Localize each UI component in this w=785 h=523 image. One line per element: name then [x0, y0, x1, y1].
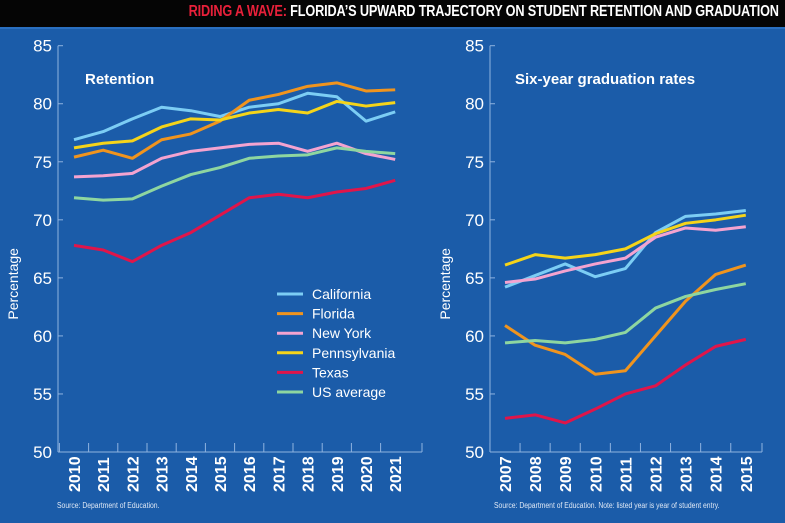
legend-label: Texas — [312, 364, 349, 380]
legend: California Florida New York Pennsylvania Tex… — [277, 286, 395, 400]
x-tick-label: 2010 — [67, 456, 84, 492]
y-tick-label: 80 — [465, 95, 484, 114]
panel-title: Retention — [85, 71, 154, 88]
x-tick-label: 2011 — [618, 457, 635, 492]
series-line-florida — [73, 81, 396, 160]
series-line-pennsylvania — [504, 213, 747, 267]
series-line-florida — [504, 263, 747, 376]
x-tick-label: 2008 — [528, 456, 545, 492]
x-tick-label: 2021 — [388, 456, 405, 492]
legend-label: Florida — [312, 306, 355, 322]
series-line-new-york — [504, 225, 746, 285]
x-tick-label: 2009 — [558, 456, 575, 492]
y-tick-label: 65 — [465, 269, 484, 288]
y-tick-label: 60 — [465, 327, 484, 346]
series-line-us-average — [73, 146, 396, 202]
source-left: Source: Department of Education. — [57, 501, 160, 510]
x-tick-label: 2019 — [330, 456, 347, 492]
x-tick-label: 2013 — [155, 456, 172, 492]
series-line-pennsylvania — [73, 99, 396, 150]
series-line-california — [504, 209, 746, 289]
y-axis-label: Percentage — [5, 248, 21, 320]
x-tick-label: 2010 — [588, 456, 605, 492]
y-tick-label: 75 — [465, 153, 484, 172]
title-highlight: RIDING A WAVE: — [188, 3, 287, 20]
legend-label: California — [312, 286, 371, 302]
y-tick-label: 70 — [33, 211, 52, 230]
series-line-texas — [504, 337, 747, 425]
chart-1: 50 55 60 65 70 75 80 85 2010 2011 2012 2013 2014 2015… — [5, 37, 423, 492]
x-tick-label: 2016 — [242, 456, 259, 492]
x-tick-label: 2007 — [498, 456, 515, 492]
panel-title: Six-year graduation rates — [515, 71, 695, 88]
y-tick-label: 70 — [465, 211, 484, 230]
x-tick-label: 2015 — [213, 456, 230, 492]
title-bar: RIDING A WAVE: FLORIDA’S UPWARD TRAJECTO… — [0, 0, 785, 29]
y-tick-label: 50 — [465, 443, 484, 462]
chart-title: RIDING A WAVE: FLORIDA’S UPWARD TRAJECTO… — [189, 3, 779, 21]
legend-label: New York — [312, 325, 372, 341]
source-right: Source: Department of Education. Note: l… — [494, 501, 720, 510]
y-tick-label: 55 — [465, 385, 484, 404]
y-axis-label: Percentage — [437, 248, 453, 320]
y-tick-label: 50 — [33, 443, 52, 462]
y-tick-label: 85 — [33, 37, 52, 56]
legend-label: Pennsylvania — [312, 345, 395, 361]
y-tick-label: 55 — [33, 385, 52, 404]
x-tick-label: 2012 — [125, 456, 142, 492]
title-rest: FLORIDA’S UPWARD TRAJECTORY ON STUDENT R… — [286, 3, 779, 20]
y-tick-label: 75 — [33, 153, 52, 172]
series-line-us-average — [504, 282, 747, 345]
x-tick-label: 2012 — [649, 456, 666, 492]
x-tick-label: 2015 — [739, 456, 756, 492]
y-tick-label: 60 — [33, 327, 52, 346]
legend-label: US average — [312, 384, 386, 400]
y-tick-label: 80 — [33, 95, 52, 114]
y-tick-label: 65 — [33, 269, 52, 288]
x-tick-label: 2011 — [96, 457, 113, 492]
x-tick-label: 2013 — [679, 456, 696, 492]
x-tick-label: 2014 — [709, 456, 726, 492]
chart-2: 50 55 60 65 70 75 80 85 2007 2008 2009 2010 2011 2012… — [437, 37, 763, 492]
x-tick-label: 2017 — [271, 456, 288, 492]
x-tick-label: 2020 — [359, 456, 376, 492]
x-tick-label: 2014 — [184, 456, 201, 492]
y-tick-label: 85 — [465, 37, 484, 56]
series-line-new-york — [73, 141, 396, 179]
series-line-texas — [73, 178, 396, 264]
x-tick-label: 2018 — [301, 456, 318, 492]
